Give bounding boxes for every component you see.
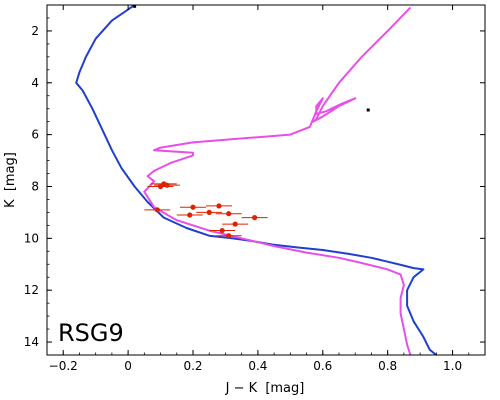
star-point — [206, 209, 212, 216]
star-point — [226, 233, 232, 239]
panel-annotation: RSG9 — [58, 319, 124, 347]
y-tick-label: 12 — [24, 283, 39, 297]
star-point — [154, 207, 160, 213]
star-point — [226, 211, 232, 217]
x-tick-label: 0.2 — [183, 359, 202, 373]
x-axis-label-unit: [mag] — [265, 381, 304, 396]
y-tick-label: 6 — [31, 128, 39, 142]
y-axis-label-text: K — [3, 199, 18, 208]
x-tick-label: 0 — [124, 359, 132, 373]
point-marker — [366, 108, 370, 112]
x-axis-label: J − K [mag] — [225, 381, 305, 396]
y-axis-label: K [mag] — [3, 152, 18, 208]
x-tick-label: 0.6 — [313, 359, 332, 373]
star-point — [216, 203, 222, 209]
y-tick-label: 8 — [31, 179, 39, 193]
x-tick-label: −0.2 — [49, 359, 78, 373]
x-tick-label: 1.0 — [443, 359, 462, 373]
data-points — [133, 5, 370, 239]
isochrone-curves — [75, 5, 437, 355]
star-point — [219, 227, 225, 234]
y-axis-label-unit: [mag] — [3, 152, 18, 191]
axis-ticks: −0.2 0 0.2 0.4 0.6 0.8 1.0 2 4 6 8 10 12 14 — [24, 4, 486, 373]
star-point — [164, 182, 170, 188]
x-axis-label-text: J − K — [225, 381, 258, 396]
star-point — [190, 204, 196, 210]
y-tick-label: 10 — [24, 231, 39, 245]
star-point — [232, 221, 238, 227]
plot-frame — [46, 4, 486, 356]
x-tick-label: 0.4 — [248, 359, 267, 373]
y-tick-label: 2 — [31, 24, 39, 38]
isochrone-line-1 — [143, 6, 412, 355]
y-tick-label: 14 — [24, 335, 39, 349]
point-marker — [133, 5, 137, 8]
y-tick-label: 4 — [31, 76, 39, 90]
star-point — [187, 212, 193, 218]
x-tick-label: 0.8 — [378, 359, 397, 373]
isochrone-line-0 — [75, 5, 437, 355]
star-point — [252, 214, 258, 221]
